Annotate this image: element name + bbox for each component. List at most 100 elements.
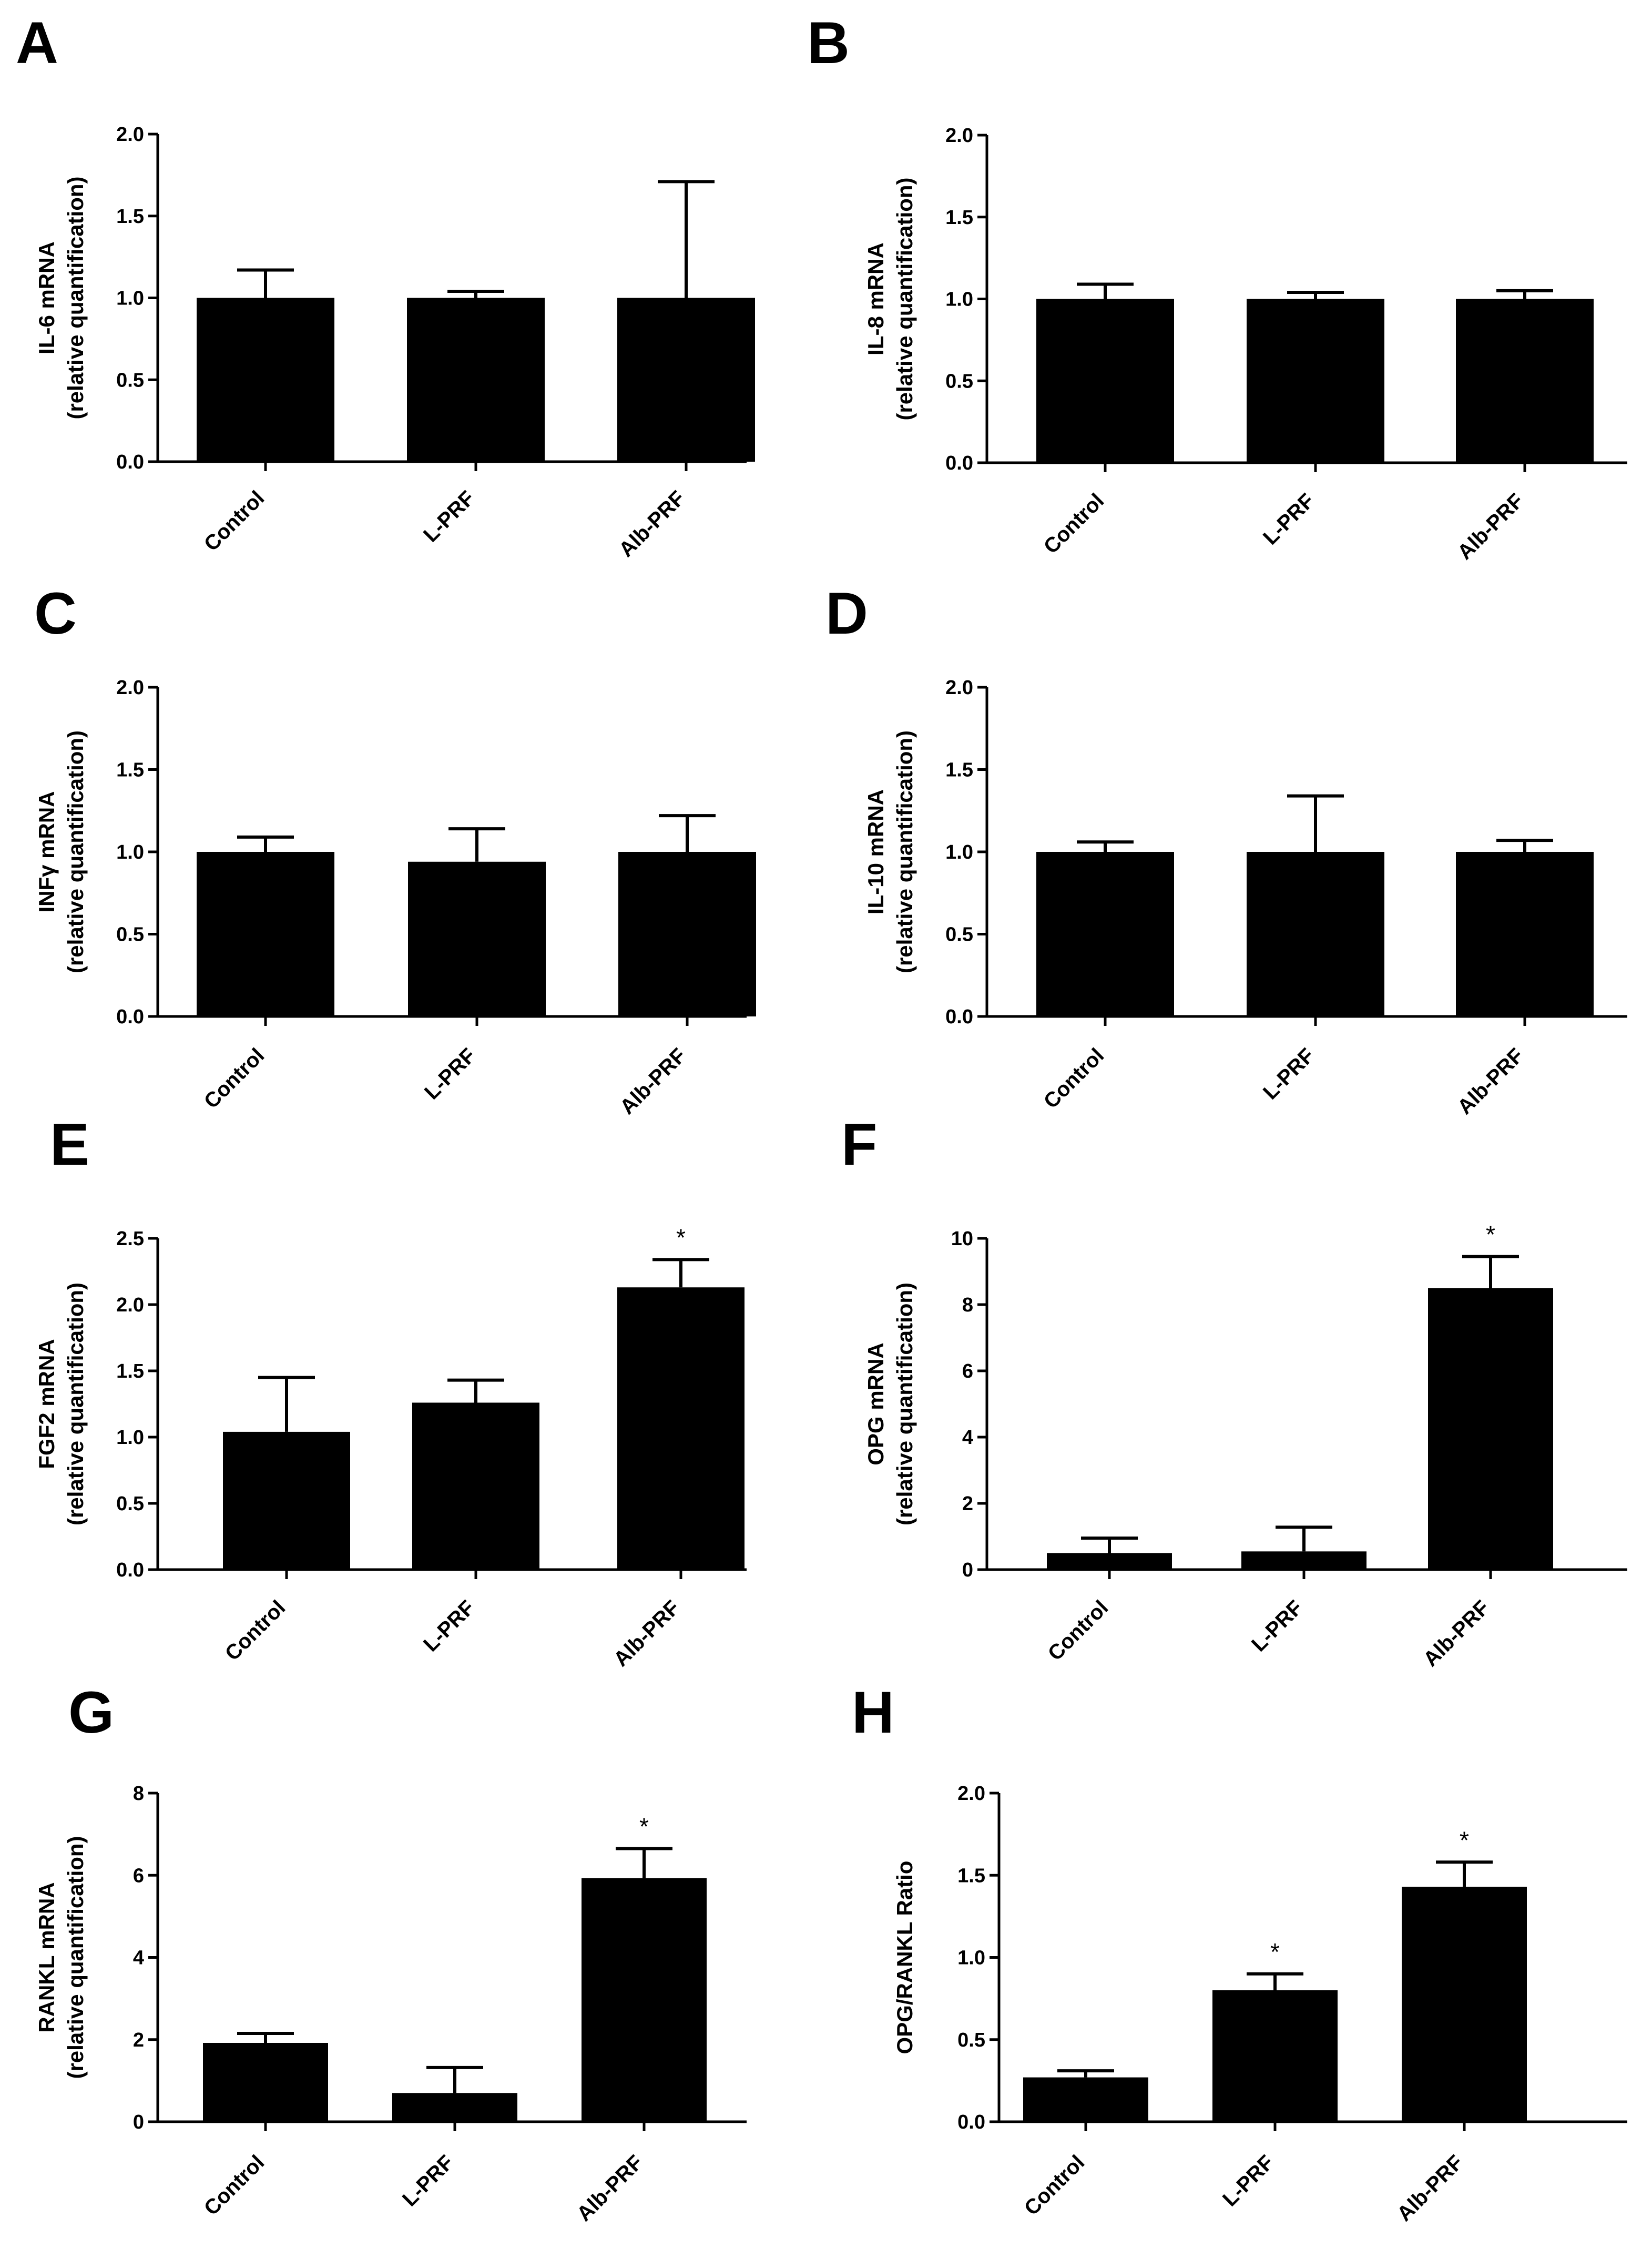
y-tick-label: 2.0 xyxy=(945,125,973,147)
y-tick-label: 6 xyxy=(962,1360,973,1382)
category-label: Control xyxy=(1039,489,1109,558)
y-tick-label: 0.0 xyxy=(116,1559,144,1581)
y-tick-label: 2.0 xyxy=(116,124,144,146)
panel-h: H 0.0 0.5 1.0 1.5 2.0 OPG/RANKL Ratio Control L-… xyxy=(852,1680,1627,2226)
bar xyxy=(1402,1887,1527,2122)
category-label: Control xyxy=(200,2151,269,2220)
bar xyxy=(1023,2077,1148,2122)
significance-label: * xyxy=(639,1813,649,1840)
y-tick-label: 1.5 xyxy=(945,207,973,229)
category-label: L-PRF xyxy=(1259,489,1319,549)
category-label: Control xyxy=(1044,1596,1113,1665)
category-label: Control xyxy=(221,1596,290,1665)
y-tick-label: 0.0 xyxy=(945,1006,973,1028)
y-tick-label: 0.5 xyxy=(945,370,973,392)
y-tick-label: 0.0 xyxy=(945,452,973,474)
y-tick-label: 1.5 xyxy=(945,759,973,781)
category-label: Control xyxy=(1020,2151,1089,2220)
bar xyxy=(1456,299,1594,463)
y-tick-label: 0.5 xyxy=(116,369,144,391)
bar xyxy=(407,298,545,462)
y-tick-label: 0.5 xyxy=(116,924,144,946)
bar xyxy=(1212,1990,1338,2122)
y-tick-label: 2 xyxy=(962,1493,973,1515)
y-axis-title: RANKL mRNA xyxy=(34,1882,59,2032)
y-tick-label: 4 xyxy=(962,1427,973,1449)
bar xyxy=(1241,1551,1367,1570)
category-label: Alb-PRF xyxy=(1419,1596,1494,1671)
panel-f: F 0 2 4 6 8 10 OPG mRNA (relative quantification… xyxy=(841,1112,1627,1671)
y-tick-label: 2.0 xyxy=(957,1783,985,1805)
y-tick-label: 1.0 xyxy=(957,1947,985,1969)
y-axis-subtitle: (relative quantification) xyxy=(892,1283,917,1525)
category-label: L-PRF xyxy=(1247,1596,1307,1656)
bar xyxy=(617,1287,745,1570)
bar xyxy=(582,1878,707,2122)
y-tick-label: 1.5 xyxy=(957,1865,985,1887)
y-tick-label: 2.5 xyxy=(116,1228,144,1250)
y-axis-subtitle: (relative quantification) xyxy=(63,730,88,973)
y-tick-label: 0 xyxy=(133,2111,144,2133)
category-label: Alb-PRF xyxy=(616,1044,691,1119)
y-tick-label: 1.0 xyxy=(116,841,144,863)
y-tick-label: 1.5 xyxy=(116,206,144,228)
y-tick-label: 0.0 xyxy=(116,451,144,473)
bar xyxy=(1456,852,1594,1016)
bar xyxy=(1247,852,1384,1016)
y-tick-label: 0 xyxy=(962,1559,973,1581)
category-label: Alb-PRF xyxy=(1453,489,1528,564)
y-axis-title: FGF2 mRNA xyxy=(34,1339,59,1469)
bar xyxy=(617,298,755,462)
y-tick-label: 0.5 xyxy=(957,2029,985,2051)
bar xyxy=(412,1402,539,1570)
bar xyxy=(223,1431,350,1570)
y-axis-subtitle: (relative quantification) xyxy=(63,1283,88,1525)
category-label: L-PRF xyxy=(419,1596,479,1656)
y-tick-label: 0.5 xyxy=(945,924,973,946)
category-label: L-PRF xyxy=(420,1044,480,1104)
panel-letter: C xyxy=(34,581,77,646)
category-label: Alb-PRF xyxy=(1453,1044,1528,1119)
y-tick-label: 2.0 xyxy=(116,677,144,699)
significance-label: * xyxy=(1486,1221,1495,1248)
y-tick-label: 1.5 xyxy=(116,759,144,781)
category-label: L-PRF xyxy=(1259,1044,1319,1104)
category-label: Control xyxy=(200,486,269,556)
y-tick-label: 6 xyxy=(133,1865,144,1887)
panel-letter: F xyxy=(841,1112,877,1177)
y-axis-subtitle: (relative quantification) xyxy=(63,176,88,419)
y-axis-subtitle: (relative quantification) xyxy=(892,177,917,420)
panel-letter: H xyxy=(852,1680,894,1745)
bar xyxy=(618,852,756,1016)
panel-letter: A xyxy=(16,10,58,76)
y-axis-title: IL-6 mRNA xyxy=(34,241,59,354)
y-tick-label: 8 xyxy=(962,1294,973,1316)
y-tick-label: 1.0 xyxy=(116,1427,144,1449)
bar xyxy=(1036,299,1174,463)
panel-letter: E xyxy=(50,1112,89,1177)
category-label: L-PRF xyxy=(419,486,479,546)
y-axis-title: OPG mRNA xyxy=(863,1342,888,1465)
category-label: Control xyxy=(200,1044,269,1113)
category-label: Alb-PRF xyxy=(609,1596,685,1671)
significance-label: * xyxy=(676,1224,686,1251)
y-tick-label: 1.0 xyxy=(116,288,144,310)
bar xyxy=(1047,1553,1172,1570)
bar xyxy=(1428,1288,1553,1570)
y-tick-label: 2.0 xyxy=(116,1294,144,1316)
bar xyxy=(392,2093,517,2122)
panel-b: B 0.0 0.5 1.0 1.5 2.0 IL-8 mRNA (relative quant… xyxy=(807,10,1627,564)
panel-e: E 0.0 0.5 1.0 1.5 2.0 2.5 FGF2 mRNA (relative qu… xyxy=(34,1112,747,1671)
panel-letter: B xyxy=(807,10,850,76)
y-axis-title: IL-10 mRNA xyxy=(863,789,888,914)
panel-d: D 0.0 0.5 1.0 1.5 2.0 IL-10 mRNA (relative quan… xyxy=(825,581,1627,1119)
category-label: Alb-PRF xyxy=(615,486,690,562)
panel-letter: D xyxy=(825,581,868,646)
y-axis-title: INFγ mRNA xyxy=(34,791,59,912)
category-label: Alb-PRF xyxy=(573,2151,648,2226)
y-tick-label: 8 xyxy=(133,1783,144,1805)
panel-a: A 0.0 0.5 1.0 1.5 2.0 IL-6 mRNA (relative quant… xyxy=(16,10,755,562)
category-label: L-PRF xyxy=(1218,2151,1278,2211)
y-axis-subtitle: (relative quantification) xyxy=(892,730,917,973)
